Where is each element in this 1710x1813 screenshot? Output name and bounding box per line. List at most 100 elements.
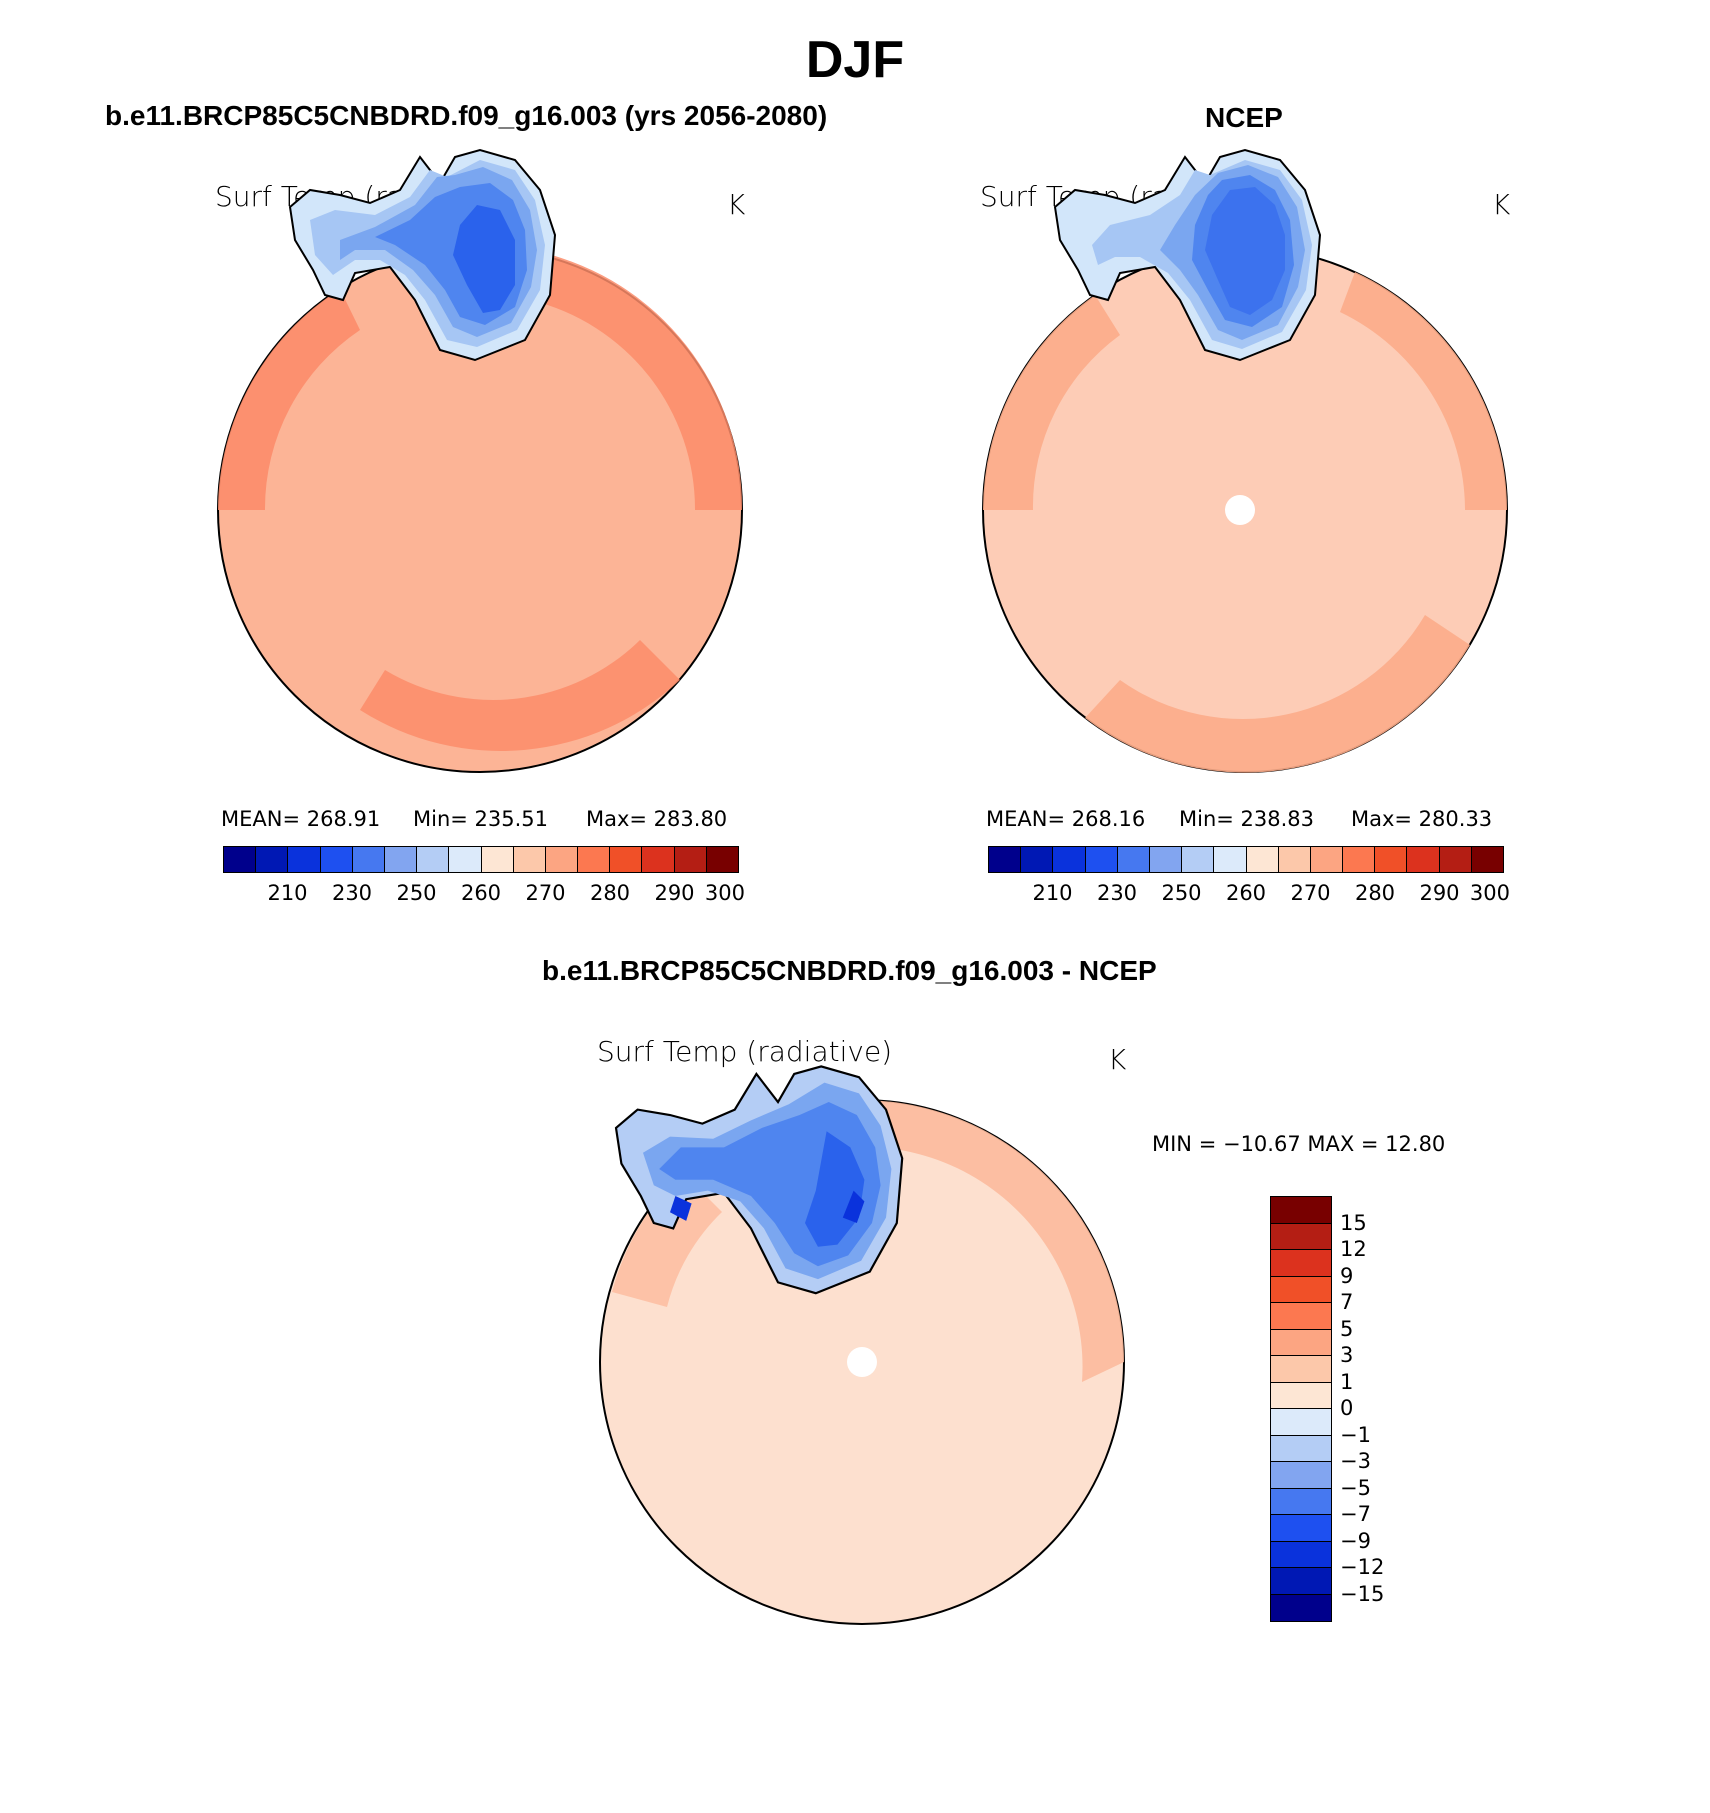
panel2-units-label: K bbox=[1492, 188, 1511, 221]
panel2-min: Min= 238.83 bbox=[1179, 807, 1315, 831]
colorbar-swatch bbox=[481, 847, 514, 872]
colorbar-swatch bbox=[1271, 1250, 1331, 1277]
colorbar-tick: 280 bbox=[1354, 881, 1396, 905]
colorbar-swatch bbox=[610, 847, 643, 872]
colorbar-swatch bbox=[1310, 847, 1344, 872]
colorbar-tick: 290 bbox=[1419, 881, 1460, 905]
colorbar-tick: 12 bbox=[1340, 1237, 1367, 1261]
colorbar-tick: 270 bbox=[525, 881, 566, 905]
panel1-title: b.e11.BRCP85C5CNBDRD.f09_g16.003 (yrs 20… bbox=[105, 100, 828, 131]
panel1-warm-sector bbox=[218, 289, 360, 510]
panel1-antarctica bbox=[288, 148, 557, 362]
panel2-warm-sector bbox=[982, 295, 1120, 510]
colorbar-swatch bbox=[417, 847, 450, 872]
colorbar-swatch bbox=[1271, 1541, 1331, 1568]
colorbar-swatch bbox=[1271, 1515, 1331, 1542]
panel1-units-label: K bbox=[727, 188, 746, 221]
colorbar-swatch bbox=[1271, 1223, 1331, 1250]
panel2-pole-mask bbox=[1225, 495, 1255, 525]
colorbar-tick: 5 bbox=[1340, 1316, 1354, 1341]
colorbar-swatch bbox=[1271, 1594, 1331, 1621]
colorbar-swatch bbox=[1117, 847, 1150, 872]
colorbar-tick: 250 bbox=[396, 881, 437, 905]
panel1-warm-sector-east bbox=[530, 252, 743, 510]
colorbar-swatch bbox=[1021, 847, 1054, 872]
colorbar-swatch bbox=[224, 847, 257, 872]
panel2-max: Max= 280.33 bbox=[1351, 807, 1493, 831]
panel2-title: NCEP bbox=[1205, 102, 1283, 133]
colorbar-swatch bbox=[256, 847, 289, 872]
colorbar-swatch bbox=[1375, 847, 1408, 872]
diff-colorbar: 15 12 9 7 5 3 1 0 −1 −3 −5 −7 −9 −12 −15 bbox=[1270, 1196, 1384, 1622]
colorbar-swatch bbox=[674, 847, 707, 872]
panel1-mean: MEAN= 268.91 bbox=[221, 807, 381, 831]
colorbar-swatch bbox=[642, 847, 675, 872]
colorbar-swatch bbox=[1271, 1568, 1331, 1595]
colorbar-tick: 270 bbox=[1290, 881, 1331, 905]
colorbar-swatch bbox=[1271, 1197, 1331, 1224]
diff-warm-sector-west bbox=[612, 1172, 722, 1307]
colorbar-tick: 7 bbox=[1340, 1290, 1354, 1314]
colorbar-tick: 280 bbox=[589, 881, 631, 905]
figure-title: DJF bbox=[805, 31, 905, 89]
colorbar-tick: 15 bbox=[1340, 1210, 1367, 1235]
colorbar-swatch bbox=[1085, 847, 1118, 872]
diff-variable-label: Surf Temp (radiative) bbox=[597, 1035, 893, 1068]
colorbar-tick: 1 bbox=[1340, 1369, 1354, 1394]
colorbar-tick: 300 bbox=[704, 881, 746, 905]
colorbar-tick: 0 bbox=[1340, 1396, 1354, 1420]
colorbar-swatch bbox=[1271, 1356, 1331, 1383]
colorbar-tick: 290 bbox=[654, 881, 695, 905]
colorbar-swatch bbox=[1407, 847, 1440, 872]
colorbar-tick: 3 bbox=[1340, 1343, 1354, 1367]
colorbar-swatch bbox=[1182, 847, 1215, 872]
colorbar-swatch bbox=[1271, 1329, 1331, 1356]
colorbar-swatch bbox=[384, 847, 418, 872]
diff-polar-map bbox=[599, 1065, 1125, 1625]
colorbar-swatch bbox=[320, 847, 353, 872]
colorbar-swatch bbox=[1271, 1409, 1331, 1436]
colorbar-tick: 210 bbox=[267, 881, 308, 905]
colorbar-tick: 230 bbox=[1096, 881, 1138, 905]
diff-minmax: MIN = −10.67 MAX = 12.80 bbox=[1152, 1132, 1446, 1156]
panel2-warm-sector-south bbox=[1085, 615, 1470, 773]
colorbar-tick: −12 bbox=[1340, 1555, 1385, 1579]
panel1-min: Min= 235.51 bbox=[413, 807, 549, 831]
colorbar-swatch bbox=[288, 847, 321, 872]
colorbar-swatch bbox=[1271, 1303, 1331, 1330]
colorbar-swatch bbox=[1214, 847, 1247, 872]
colorbar-swatch bbox=[513, 847, 546, 872]
colorbar-tick: 300 bbox=[1469, 881, 1511, 905]
panel2-mean: MEAN= 268.16 bbox=[986, 807, 1146, 831]
panel2-warm-sector-east bbox=[1340, 272, 1508, 510]
colorbar-swatch bbox=[706, 847, 738, 872]
colorbar-tick: 250 bbox=[1161, 881, 1202, 905]
colorbar-tick: 9 bbox=[1340, 1263, 1354, 1288]
colorbar-swatch bbox=[545, 847, 579, 872]
diff-antarctica bbox=[614, 1065, 904, 1295]
colorbar-tick: 260 bbox=[460, 881, 502, 905]
colorbar-swatch bbox=[1271, 1462, 1331, 1489]
panel1-warm-sector-south bbox=[360, 640, 680, 751]
colorbar-swatch bbox=[1246, 847, 1279, 872]
panel1-polar-map bbox=[217, 148, 743, 773]
panel2-polar-map bbox=[982, 148, 1508, 773]
colorbar-swatch bbox=[1271, 1488, 1331, 1515]
colorbar-tick: −9 bbox=[1340, 1528, 1371, 1553]
colorbar-swatch bbox=[1439, 847, 1472, 872]
diff-panel-title: b.e11.BRCP85C5CNBDRD.f09_g16.003 - NCEP bbox=[542, 955, 1157, 986]
colorbar-swatch bbox=[1343, 847, 1376, 872]
colorbar-tick: −1 bbox=[1340, 1422, 1371, 1447]
colorbar-swatch bbox=[1149, 847, 1183, 872]
colorbar-tick: −5 bbox=[1340, 1475, 1371, 1500]
colorbar-tick: 260 bbox=[1225, 881, 1267, 905]
colorbar-swatch bbox=[1271, 1435, 1331, 1462]
colorbar-swatch bbox=[1271, 1382, 1331, 1409]
colorbar-swatch bbox=[1278, 847, 1311, 872]
colorbar-tick: −3 bbox=[1340, 1449, 1371, 1473]
colorbar-swatch bbox=[578, 847, 611, 872]
colorbar-tick: −7 bbox=[1340, 1502, 1371, 1526]
colorbar-tick: 230 bbox=[331, 881, 373, 905]
colorbar-swatch bbox=[449, 847, 482, 872]
panel1-colorbar: 210 230 250 260 270 280 290 300 bbox=[223, 846, 745, 905]
